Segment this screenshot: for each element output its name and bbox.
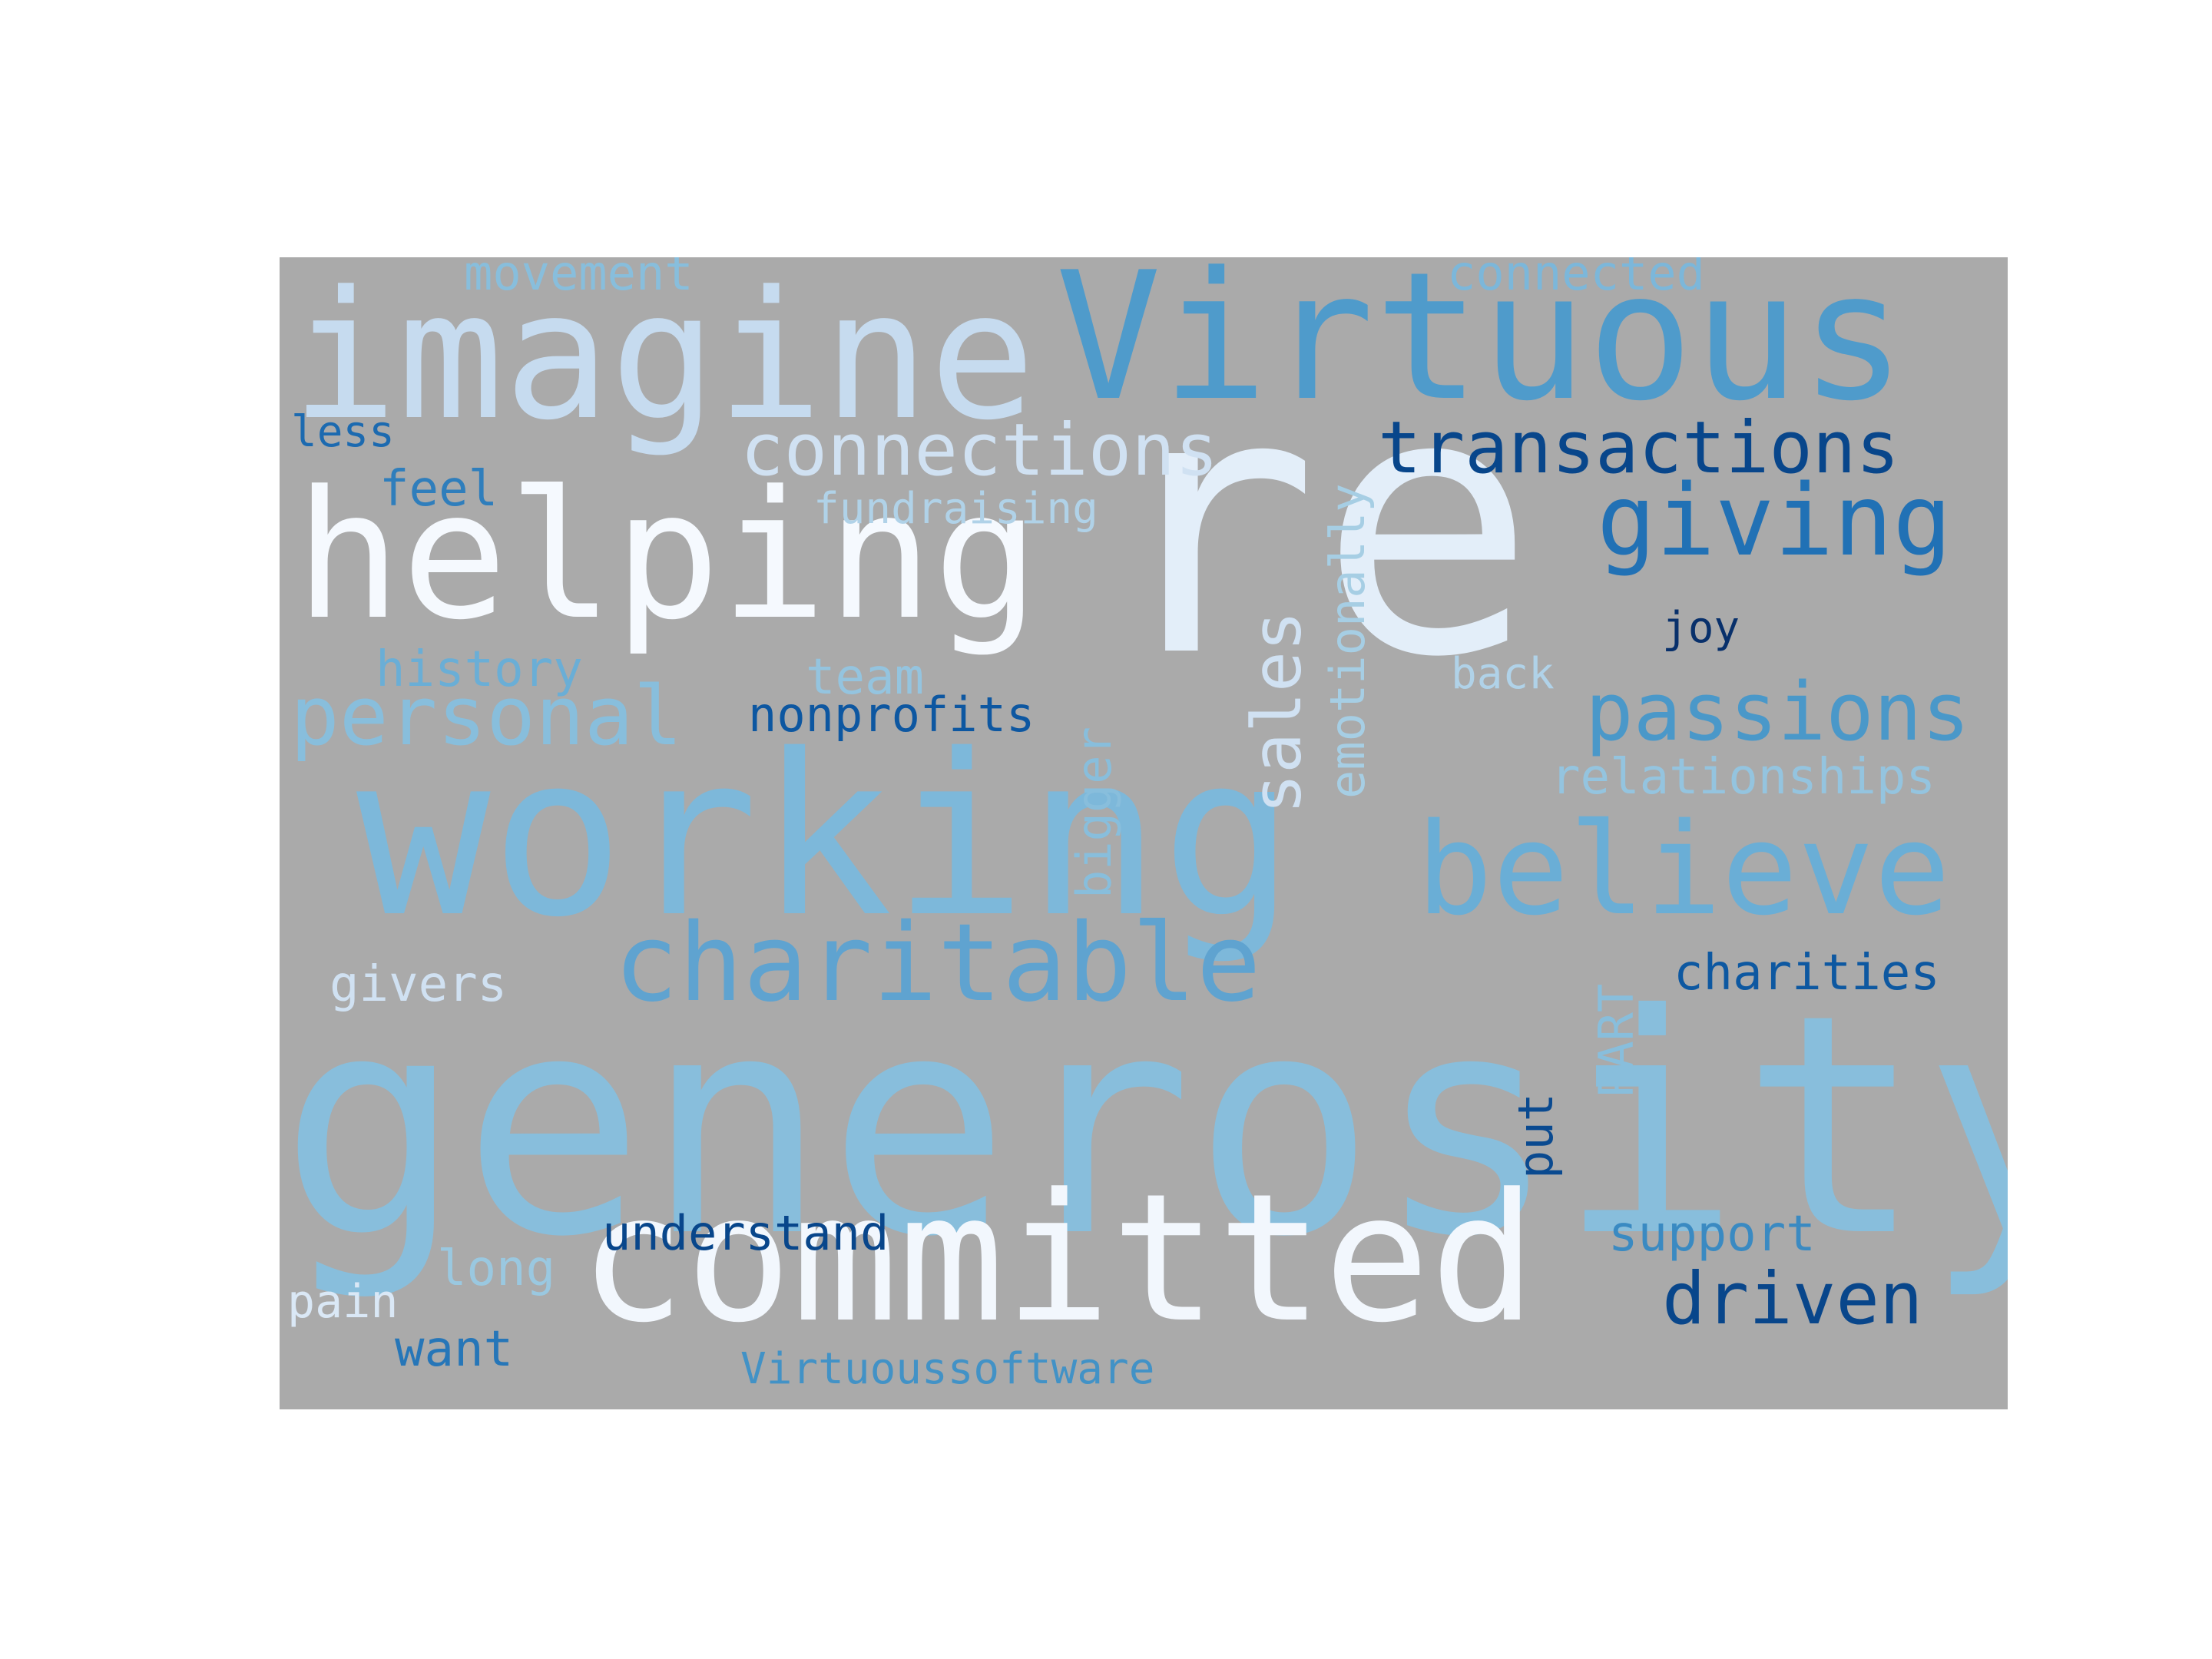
word-working: working (356, 707, 1296, 966)
word-charities: charities (1674, 945, 1940, 1002)
word-back: back (1451, 649, 1555, 699)
word-bigger: bigger (1066, 727, 1122, 899)
word-passions: passions (1585, 665, 1970, 759)
word-understand: understand (602, 1205, 889, 1261)
word-fundraising: fundraising (813, 484, 1098, 534)
word-committed: committed (579, 1157, 1537, 1362)
word-connections: connections (740, 409, 1219, 492)
word-generosity: generosity (280, 950, 2008, 1303)
word-driven: driven (1662, 1257, 1923, 1341)
word-want: want (395, 1321, 514, 1378)
word-charitable: charitable (614, 901, 1261, 1026)
word-imagine: imagine (291, 257, 1036, 459)
word-part: PART (1588, 983, 1644, 1098)
word-put: put (1508, 1093, 1564, 1179)
word-givers: givers (329, 956, 508, 1013)
word-pain: pain (287, 1275, 399, 1329)
word-emotionally: emotionally (1320, 483, 1376, 799)
word-helping: helping (295, 454, 1040, 659)
word-virtuous: Virtuous (1055, 257, 1906, 440)
word-sales: sales (1237, 611, 1316, 814)
word-history: history (376, 641, 583, 698)
word-less: less (291, 407, 395, 457)
word-movement: movement (464, 257, 694, 301)
word-transactions: transactions (1378, 406, 1900, 490)
word-feel: feel (379, 461, 498, 518)
word-relationships: relationships (1551, 749, 1936, 806)
word-personal: personal (290, 669, 683, 763)
word-re: re (1101, 316, 1536, 736)
word-believe: believe (1416, 796, 1951, 943)
word-team: team (806, 649, 925, 706)
word-joy: joy (1662, 603, 1740, 653)
word-long: long (437, 1240, 556, 1297)
word-support: support (1608, 1206, 1816, 1263)
word-cloud-panel: re generosity working imagine Virtuous h… (280, 257, 2008, 1409)
word-virtuoussoftware: Virtuoussoftware (740, 1344, 1155, 1394)
word-connected: connected (1447, 257, 1705, 301)
word-giving: giving (1597, 464, 1952, 578)
word-nonprofits: nonprofits (748, 687, 1035, 743)
